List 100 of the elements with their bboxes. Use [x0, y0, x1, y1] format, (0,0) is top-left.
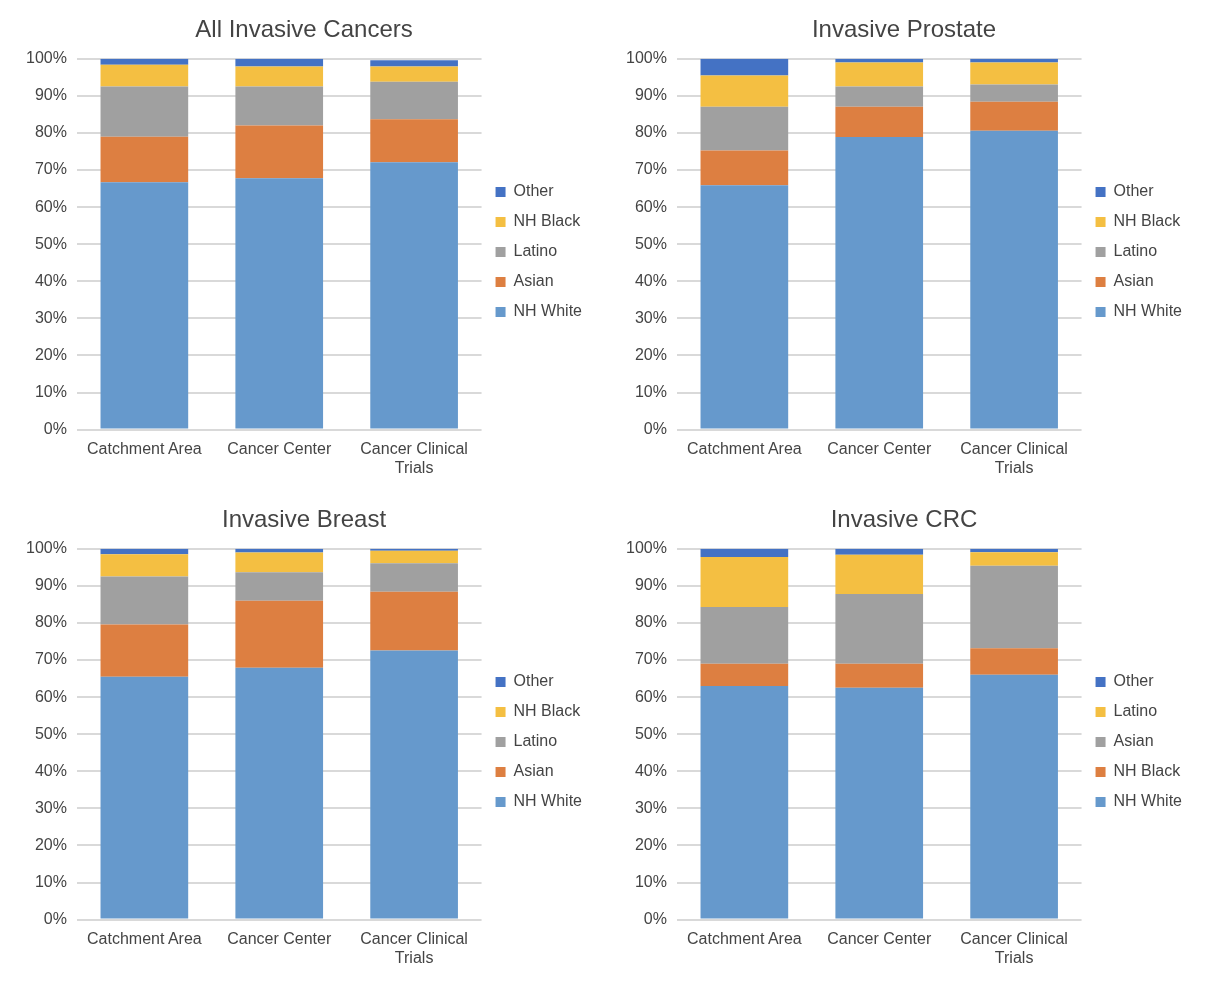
- bar: [370, 81, 458, 120]
- x-tick-label: Catchment Area: [86, 439, 202, 457]
- y-tick-label: 20%: [634, 345, 667, 363]
- bar: [970, 62, 1058, 85]
- legend-label: NH White: [513, 302, 583, 320]
- y-tick-label: 10%: [634, 382, 667, 400]
- bar: [100, 64, 189, 87]
- y-tick-label: 60%: [34, 687, 67, 705]
- legend-label: NH White: [513, 792, 583, 810]
- bar: [235, 548, 324, 553]
- bar: [700, 663, 789, 686]
- bar: [235, 125, 324, 179]
- y-tick-label: 100%: [26, 539, 67, 557]
- y-tick-label: 100%: [626, 49, 667, 67]
- x-tick-label: Cancer Clinical Trials: [960, 929, 1068, 966]
- bar: [235, 178, 324, 429]
- bar: [970, 548, 1058, 553]
- legend-label: Latino: [1113, 242, 1158, 260]
- bar: [100, 576, 189, 625]
- y-tick-label: 70%: [34, 650, 67, 668]
- x-tick-label: Catchment Area: [86, 929, 202, 947]
- legend-label: NH White: [1113, 792, 1183, 810]
- bar: [700, 75, 789, 107]
- y-tick-label: 20%: [34, 835, 67, 853]
- y-tick-label: 30%: [34, 308, 67, 326]
- x-tick-label: Cancer Center: [827, 929, 932, 947]
- bar: [700, 686, 789, 919]
- y-tick-label: 30%: [34, 798, 67, 816]
- legend-label: NH Black: [1113, 212, 1182, 230]
- bar: [700, 607, 789, 664]
- bar: [835, 86, 924, 107]
- y-tick-label: 30%: [634, 308, 667, 326]
- x-tick-label: Catchment Area: [686, 929, 802, 947]
- chart-title: Invasive Prostate: [811, 15, 997, 43]
- bar: [235, 66, 324, 87]
- bar: [700, 556, 789, 608]
- x-tick-label: Cancer Center: [227, 439, 332, 457]
- y-tick-label: 0%: [643, 910, 667, 928]
- y-tick-label: 10%: [634, 872, 667, 890]
- y-tick-label: 0%: [43, 420, 67, 438]
- legend-label: Latino: [1113, 702, 1158, 720]
- bar: [970, 552, 1058, 566]
- legend-label: Other: [513, 182, 555, 200]
- y-tick-label: 80%: [634, 123, 667, 141]
- legend-label: Asian: [513, 762, 554, 780]
- legend-label: Latino: [513, 732, 558, 750]
- bar: [835, 548, 924, 555]
- legend-label: NH White: [1113, 302, 1183, 320]
- legend-label: Latino: [513, 242, 558, 260]
- bar: [370, 60, 458, 67]
- bar: [835, 554, 924, 595]
- bar: [235, 667, 324, 919]
- x-tick-label: Cancer Clinical Trials: [360, 439, 468, 476]
- bar: [100, 182, 189, 429]
- y-tick-label: 70%: [634, 650, 667, 668]
- x-tick-label: Cancer Clinical Trials: [360, 929, 468, 966]
- bar: [370, 550, 458, 564]
- bar: [370, 119, 458, 163]
- y-tick-label: 100%: [626, 539, 667, 557]
- y-tick-label: 50%: [634, 234, 667, 252]
- bar: [970, 648, 1058, 675]
- bar: [100, 136, 189, 183]
- bar: [700, 106, 789, 151]
- y-tick-label: 40%: [34, 761, 67, 779]
- bar: [235, 58, 324, 67]
- y-tick-label: 10%: [34, 382, 67, 400]
- x-tick-label: Cancer Center: [227, 929, 332, 947]
- y-tick-label: 80%: [34, 613, 67, 631]
- y-tick-label: 40%: [634, 271, 667, 289]
- bar: [370, 591, 458, 651]
- bar: [835, 663, 924, 688]
- legend-label: Other: [513, 672, 555, 690]
- y-tick-label: 50%: [34, 724, 67, 742]
- y-tick-label: 20%: [34, 345, 67, 363]
- legend-label: Other: [1113, 672, 1155, 690]
- bar: [970, 565, 1058, 649]
- bar: [700, 150, 789, 186]
- y-tick-label: 90%: [634, 576, 667, 594]
- legend-label: Asian: [1113, 272, 1154, 290]
- chart-title: Invasive CRC: [830, 505, 978, 533]
- bar: [835, 137, 924, 429]
- chart-title: Invasive Breast: [221, 505, 387, 533]
- legend-label: NH Black: [513, 702, 582, 720]
- bar: [235, 86, 324, 126]
- y-tick-label: 70%: [634, 160, 667, 178]
- y-tick-label: 60%: [634, 687, 667, 705]
- y-tick-label: 0%: [643, 420, 667, 438]
- y-tick-label: 40%: [34, 271, 67, 289]
- y-tick-label: 100%: [26, 49, 67, 67]
- y-tick-label: 50%: [34, 234, 67, 252]
- y-tick-label: 10%: [34, 872, 67, 890]
- bar: [370, 650, 458, 919]
- bar: [370, 162, 458, 429]
- bar: [100, 554, 189, 577]
- y-tick-label: 50%: [634, 724, 667, 742]
- bar: [700, 58, 789, 76]
- y-tick-label: 90%: [634, 86, 667, 104]
- bar: [700, 548, 789, 557]
- bar: [100, 86, 189, 137]
- bar: [700, 185, 789, 429]
